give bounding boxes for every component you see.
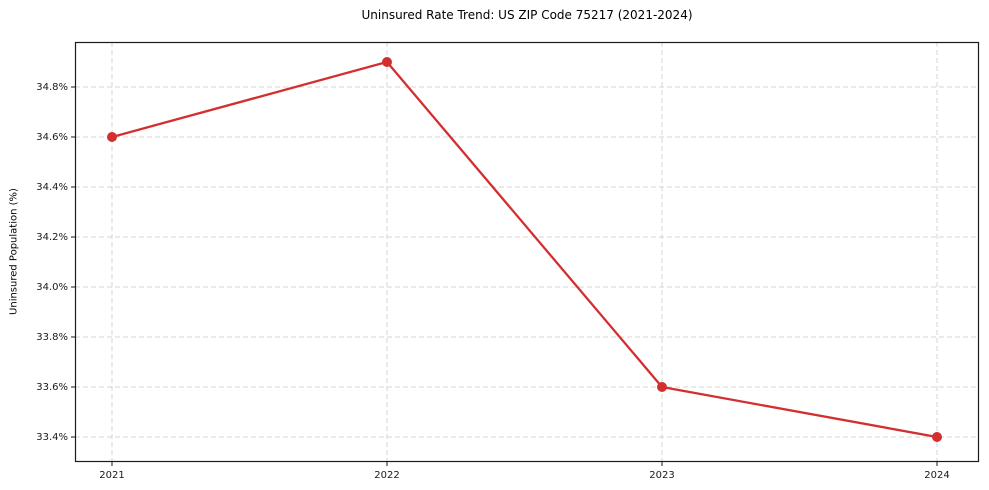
y-tick-label: 33.4%: [36, 432, 68, 443]
x-tick-label: 2021: [99, 470, 124, 481]
x-tick-label: 2024: [924, 470, 949, 481]
data-point-marker: [106, 132, 117, 142]
trend-line: [110, 60, 939, 439]
y-tick-label: 34.6%: [36, 132, 68, 143]
data-point-marker: [932, 432, 943, 442]
x-tick-label: 2022: [374, 470, 399, 481]
data-point-marker: [657, 382, 668, 392]
y-tick-label: 34.8%: [36, 82, 68, 93]
data-point-marker: [381, 57, 392, 67]
chart-title: Uninsured Rate Trend: US ZIP Code 75217 …: [361, 8, 693, 22]
x-tick-label: 2023: [649, 470, 674, 481]
plot-border: [74, 41, 980, 463]
y-tick-label: 34.2%: [36, 232, 68, 243]
y-tick-label: 34.0%: [36, 282, 68, 293]
y-tick-label: 34.4%: [36, 182, 68, 193]
y-tick-label: 33.6%: [36, 382, 68, 393]
y-tick-label: 33.8%: [36, 332, 68, 343]
